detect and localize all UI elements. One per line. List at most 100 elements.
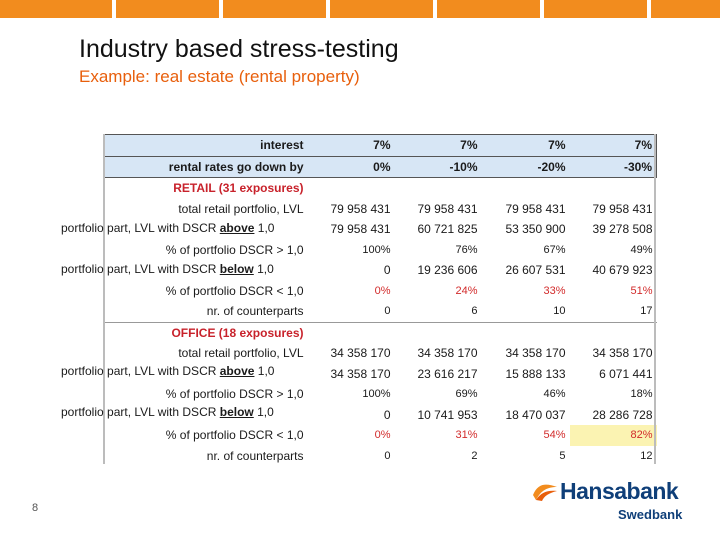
cell: 40 679 923 <box>592 263 653 278</box>
stress-test-table: interest 7% 7% 7% 7% rental rates go dow… <box>103 134 657 466</box>
row-label: total retail portfolio, LVL <box>178 201 304 216</box>
bar-divider <box>326 0 330 18</box>
cell: 6 071 441 <box>599 366 653 381</box>
cell: 79 958 431 <box>417 201 478 216</box>
bar-divider <box>433 0 437 18</box>
cell: 100% <box>362 388 391 401</box>
table-row: % of portfolio DSCR > 1,0 100% 69% 46% 1… <box>104 384 657 405</box>
table-row: 34 358 170 23 616 217 15 888 133 6 071 4… <box>104 364 657 385</box>
bar-divider <box>112 0 116 18</box>
cell: 46% <box>543 388 566 401</box>
cell: 76% <box>455 243 478 256</box>
row-label: total retail portfolio, LVL <box>178 346 304 361</box>
row-label: nr. of counterparts <box>206 448 304 463</box>
cell: 0% <box>374 429 391 442</box>
header-row-rental-rates: rental rates go down by 0% -10% -20% -30… <box>103 155 657 178</box>
cell: 5 <box>559 449 566 462</box>
cell: 79 958 431 <box>330 201 391 216</box>
cell: 7% <box>481 134 570 157</box>
cell: 79 958 431 <box>592 201 653 216</box>
row-label: portfolio part, LVL with DSCR above 1,0 <box>61 364 275 378</box>
cell: 31% <box>455 429 478 442</box>
cell: 53 350 900 <box>505 222 566 237</box>
cell: 67% <box>543 243 566 256</box>
cell: 23 616 217 <box>417 366 478 381</box>
cell: 18 470 037 <box>505 407 566 422</box>
cell: 0 <box>384 449 391 462</box>
bar-divider <box>540 0 544 18</box>
cell: 7% <box>394 134 482 157</box>
cell: 17 <box>640 305 653 318</box>
table-row: nr. of counterparts 0 2 5 12 <box>104 446 657 467</box>
logo-brand-text: Hansabank <box>560 478 679 504</box>
row-label: nr. of counterparts <box>206 304 304 319</box>
table-row: % of portfolio DSCR > 1,0 100% 76% 67% 4… <box>104 240 657 261</box>
cell: -20% <box>481 155 570 178</box>
cell: 18% <box>630 388 653 401</box>
row-label: % of portfolio DSCR > 1,0 <box>165 387 304 402</box>
cell: 34 358 170 <box>592 346 653 361</box>
row-label: % of portfolio DSCR < 1,0 <box>165 428 304 443</box>
header-row-interest: interest 7% 7% 7% 7% <box>103 134 657 157</box>
cell: 7% <box>569 134 657 157</box>
data-table: interest 7% 7% 7% 7% rental rates go dow… <box>103 134 657 466</box>
cell: 19 236 606 <box>417 263 478 278</box>
row-label: rental rates go down by <box>103 155 308 178</box>
cell: 7% <box>307 134 395 157</box>
cell: 0% <box>374 284 391 297</box>
table-row: total retail portfolio, LVL 34 358 170 3… <box>104 343 657 364</box>
top-accent-bar <box>0 0 720 18</box>
row-label: portfolio part, LVL with DSCR above 1,0 <box>61 221 275 235</box>
slide-subtitle: Example: real estate (rental property) <box>79 67 360 86</box>
page-number: 8 <box>32 502 39 514</box>
table-row: nr. of counterparts 0 6 10 17 <box>104 301 657 322</box>
cell: 26 607 531 <box>505 263 566 278</box>
cell: 51% <box>630 284 653 297</box>
cell: 69% <box>455 388 478 401</box>
row-label: portfolio part, LVL with DSCR below 1,0 <box>61 405 274 419</box>
cell: 28 286 728 <box>592 407 653 422</box>
cell: 15 888 133 <box>505 366 566 381</box>
logo-subbrand-text: Swedbank <box>618 507 683 522</box>
cell: 6 <box>471 305 478 318</box>
bar-divider <box>647 0 651 18</box>
cell: 54% <box>543 429 566 442</box>
cell: 0 <box>383 263 391 278</box>
cell: 79 958 431 <box>330 222 391 237</box>
cell: 49% <box>630 243 653 256</box>
cell: 34 358 170 <box>417 346 478 361</box>
row-label: portfolio part, LVL with DSCR below 1,0 <box>61 262 274 276</box>
table-left-border <box>103 134 105 464</box>
section-title-row: RETAIL (31 exposures) <box>104 178 657 199</box>
table-row: total retail portfolio, LVL 79 958 431 7… <box>104 199 657 220</box>
section-title: RETAIL (31 exposures) <box>173 181 304 196</box>
table-row: % of portfolio DSCR < 1,0 0% 24% 33% 51% <box>104 281 657 302</box>
cell: 79 958 431 <box>505 201 566 216</box>
cell: 33% <box>543 284 566 297</box>
logo-wave-icon <box>533 484 557 501</box>
table-row: % of portfolio DSCR < 1,0 0% 31% 54% 82% <box>104 425 657 446</box>
brand-logo: Hansabank Swedbank <box>532 478 692 528</box>
cell: 10 741 953 <box>417 407 478 422</box>
row-label: % of portfolio DSCR < 1,0 <box>165 283 304 298</box>
row-label: interest <box>103 134 308 157</box>
cell: 60 721 825 <box>417 222 478 237</box>
section-title: OFFICE (18 exposures) <box>103 321 308 343</box>
cell: 39 278 508 <box>592 222 653 237</box>
cell: 34 358 170 <box>330 366 391 381</box>
table-row: 0 19 236 606 26 607 531 40 679 923 <box>104 260 657 281</box>
cell: -10% <box>394 155 482 178</box>
highlighted-cell: 82% <box>569 425 657 446</box>
cell: 24% <box>455 284 478 297</box>
row-label: % of portfolio DSCR > 1,0 <box>165 242 304 257</box>
cell: 10 <box>553 305 566 318</box>
cell: 0 <box>383 407 391 422</box>
slide-title: Industry based stress-testing <box>79 35 399 63</box>
cell: 2 <box>471 449 478 462</box>
section-title-row: OFFICE (18 exposures) <box>103 321 657 343</box>
cell: 0% <box>307 155 395 178</box>
cell: 34 358 170 <box>330 346 391 361</box>
table-row: 0 10 741 953 18 470 037 28 286 728 <box>104 405 657 426</box>
cell: 100% <box>362 243 391 256</box>
cell: 34 358 170 <box>505 346 566 361</box>
